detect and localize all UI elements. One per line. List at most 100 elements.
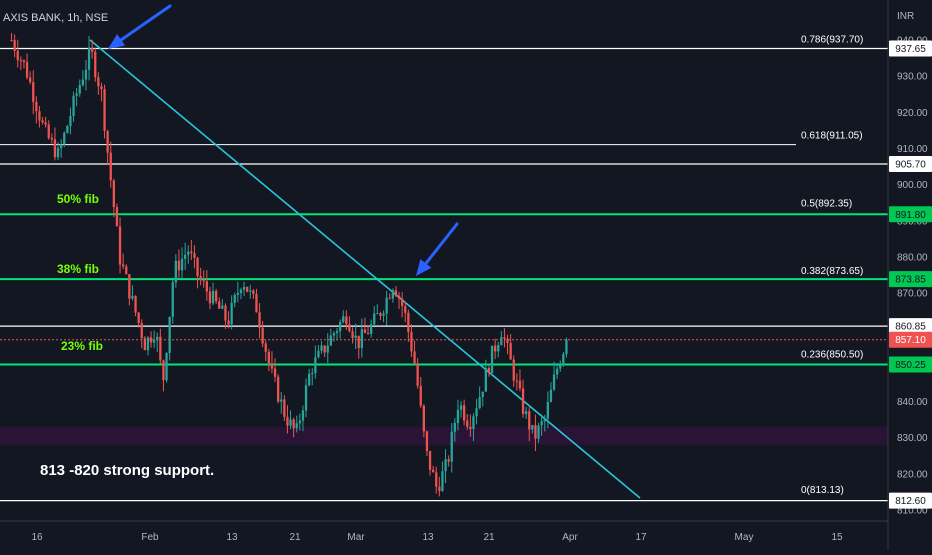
candle [270, 351, 274, 374]
candle-body [453, 423, 456, 432]
candle [60, 139, 63, 158]
candle [506, 334, 509, 355]
candle [525, 406, 528, 419]
time-axis[interactable]: 16 Feb 13 21 Mar 13 21 Apr 17 May 15 [31, 532, 843, 543]
candle [196, 256, 199, 289]
candle-body [230, 302, 233, 325]
arrow[interactable] [416, 222, 459, 276]
candle-body [326, 345, 329, 353]
price-badge: 873.85 [889, 271, 932, 288]
candle [177, 249, 181, 279]
candle-body [146, 337, 150, 351]
candle-body [543, 418, 546, 422]
candle-body [549, 389, 553, 402]
candle-body [339, 322, 342, 332]
fib-percent-note: 23% fib [61, 339, 103, 353]
candle [317, 345, 320, 359]
candle [366, 325, 370, 335]
candle [122, 253, 125, 270]
candle-body [69, 116, 72, 127]
candle [565, 337, 568, 358]
y-tick-label: 900.00 [897, 180, 928, 191]
candle-body [258, 312, 261, 328]
candle-body [273, 368, 277, 377]
y-tick-label: 880.00 [897, 252, 928, 263]
candle [208, 286, 212, 310]
candle [323, 344, 326, 357]
candle [509, 334, 512, 360]
arrow[interactable] [108, 4, 172, 49]
support-zone [0, 426, 888, 445]
candle [280, 392, 283, 414]
candle-body [425, 431, 429, 451]
fib-percent-note: 50% fib [57, 192, 99, 206]
candle [246, 286, 249, 293]
arrow-shaft [119, 4, 172, 42]
y-tick-label: 810.00 [897, 506, 928, 517]
candle-body [422, 405, 425, 432]
candle [320, 341, 323, 354]
candle-body [416, 363, 419, 386]
price-badge: 812.60 [889, 492, 932, 509]
candle [236, 281, 239, 303]
candle-body [44, 122, 47, 125]
candle [168, 316, 171, 361]
arrow-head [108, 34, 126, 49]
arrows[interactable] [108, 4, 459, 276]
candle-body [521, 388, 525, 415]
candle [475, 399, 478, 425]
candle [342, 310, 345, 324]
candle-body [354, 335, 357, 338]
candle-body [317, 350, 320, 358]
candle-body [478, 397, 481, 409]
candle-body [100, 86, 103, 90]
candle [407, 309, 410, 342]
candle-body [531, 425, 534, 430]
candle [258, 303, 261, 339]
candle [469, 414, 472, 437]
candle [131, 285, 134, 301]
candle [528, 407, 531, 442]
candle [202, 270, 205, 288]
price-badge-label: 850.25 [895, 360, 926, 371]
candle [518, 369, 522, 392]
horizontal-levels[interactable] [0, 47, 888, 502]
fib-percent-note: 38% fib [57, 262, 99, 276]
candle [81, 70, 84, 87]
candle-body [227, 320, 230, 325]
candle [298, 413, 301, 431]
candle-body [81, 79, 84, 86]
candle [391, 288, 394, 303]
candle-body [540, 421, 543, 426]
candle [32, 70, 35, 115]
candle-body [559, 365, 562, 369]
candle [382, 310, 385, 323]
candle [394, 286, 398, 298]
candle [193, 245, 196, 269]
x-tick-label: 16 [31, 532, 43, 543]
candle [286, 405, 289, 434]
candle [419, 377, 422, 409]
candle-body [463, 405, 466, 421]
candle [360, 318, 363, 358]
candle-body [382, 313, 385, 316]
candle [91, 39, 94, 59]
candle-body [242, 286, 246, 290]
candle-body [360, 329, 363, 349]
candle-body [270, 363, 274, 369]
candle-body [565, 339, 568, 355]
candle [115, 203, 119, 227]
candle-body [118, 226, 122, 265]
candle [537, 422, 540, 444]
candle-body [193, 253, 196, 258]
candle [438, 476, 441, 497]
candle [242, 281, 246, 297]
candle-body [301, 410, 305, 421]
candle-body [78, 85, 81, 94]
candle [156, 332, 159, 352]
candle-body [342, 316, 345, 323]
candle [556, 363, 559, 380]
candle-body [283, 399, 286, 417]
candle [490, 345, 494, 374]
